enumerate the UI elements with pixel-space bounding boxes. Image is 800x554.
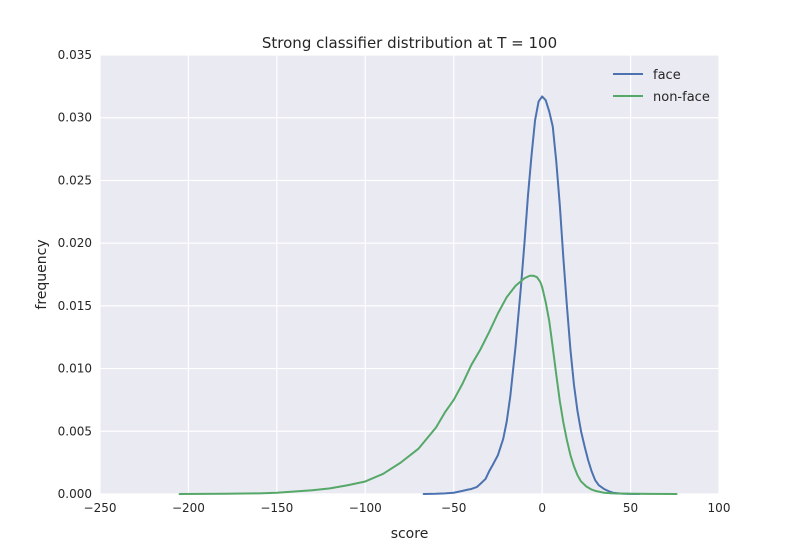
legend: face non-face — [613, 68, 710, 105]
x-tick-label: −250 — [84, 501, 117, 515]
x-tick-label: −100 — [349, 501, 382, 515]
y-tick-label: 0.025 — [58, 173, 92, 187]
series-line-face — [422, 95, 641, 495]
chart-title: Strong classifier distribution at T = 10… — [262, 34, 557, 52]
y-tick-label: 0.010 — [58, 362, 92, 376]
legend-label-non-face: non-face — [653, 90, 710, 105]
y-axis-label: frequency — [34, 239, 50, 309]
x-tick-label: −200 — [172, 501, 205, 515]
y-tick-label: 0.030 — [58, 111, 92, 125]
x-tick-label: 0 — [538, 501, 546, 515]
y-tick-labels: 0.000 0.005 0.010 0.015 0.020 0.025 0.030 0.035 — [58, 48, 92, 501]
y-tick-label: 0.015 — [58, 299, 92, 313]
x-tick-labels: −250 −200 −150 −100 −50 0 50 100 — [84, 501, 731, 515]
series-line-non-face — [178, 274, 678, 495]
x-tick-label: 50 — [623, 501, 638, 515]
grid-layer — [99, 54, 720, 495]
series-layer — [178, 95, 678, 495]
x-tick-label: −50 — [441, 501, 466, 515]
y-tick-label: 0.020 — [58, 236, 92, 250]
y-tick-label: 0.035 — [58, 48, 92, 62]
x-tick-label: 100 — [708, 501, 731, 515]
y-tick-label: 0.005 — [58, 424, 92, 438]
x-axis-label: score — [391, 526, 429, 542]
x-tick-label: −150 — [260, 501, 293, 515]
legend-label-face: face — [653, 68, 681, 83]
y-tick-label: 0.000 — [58, 487, 92, 501]
plot-background — [100, 55, 719, 494]
